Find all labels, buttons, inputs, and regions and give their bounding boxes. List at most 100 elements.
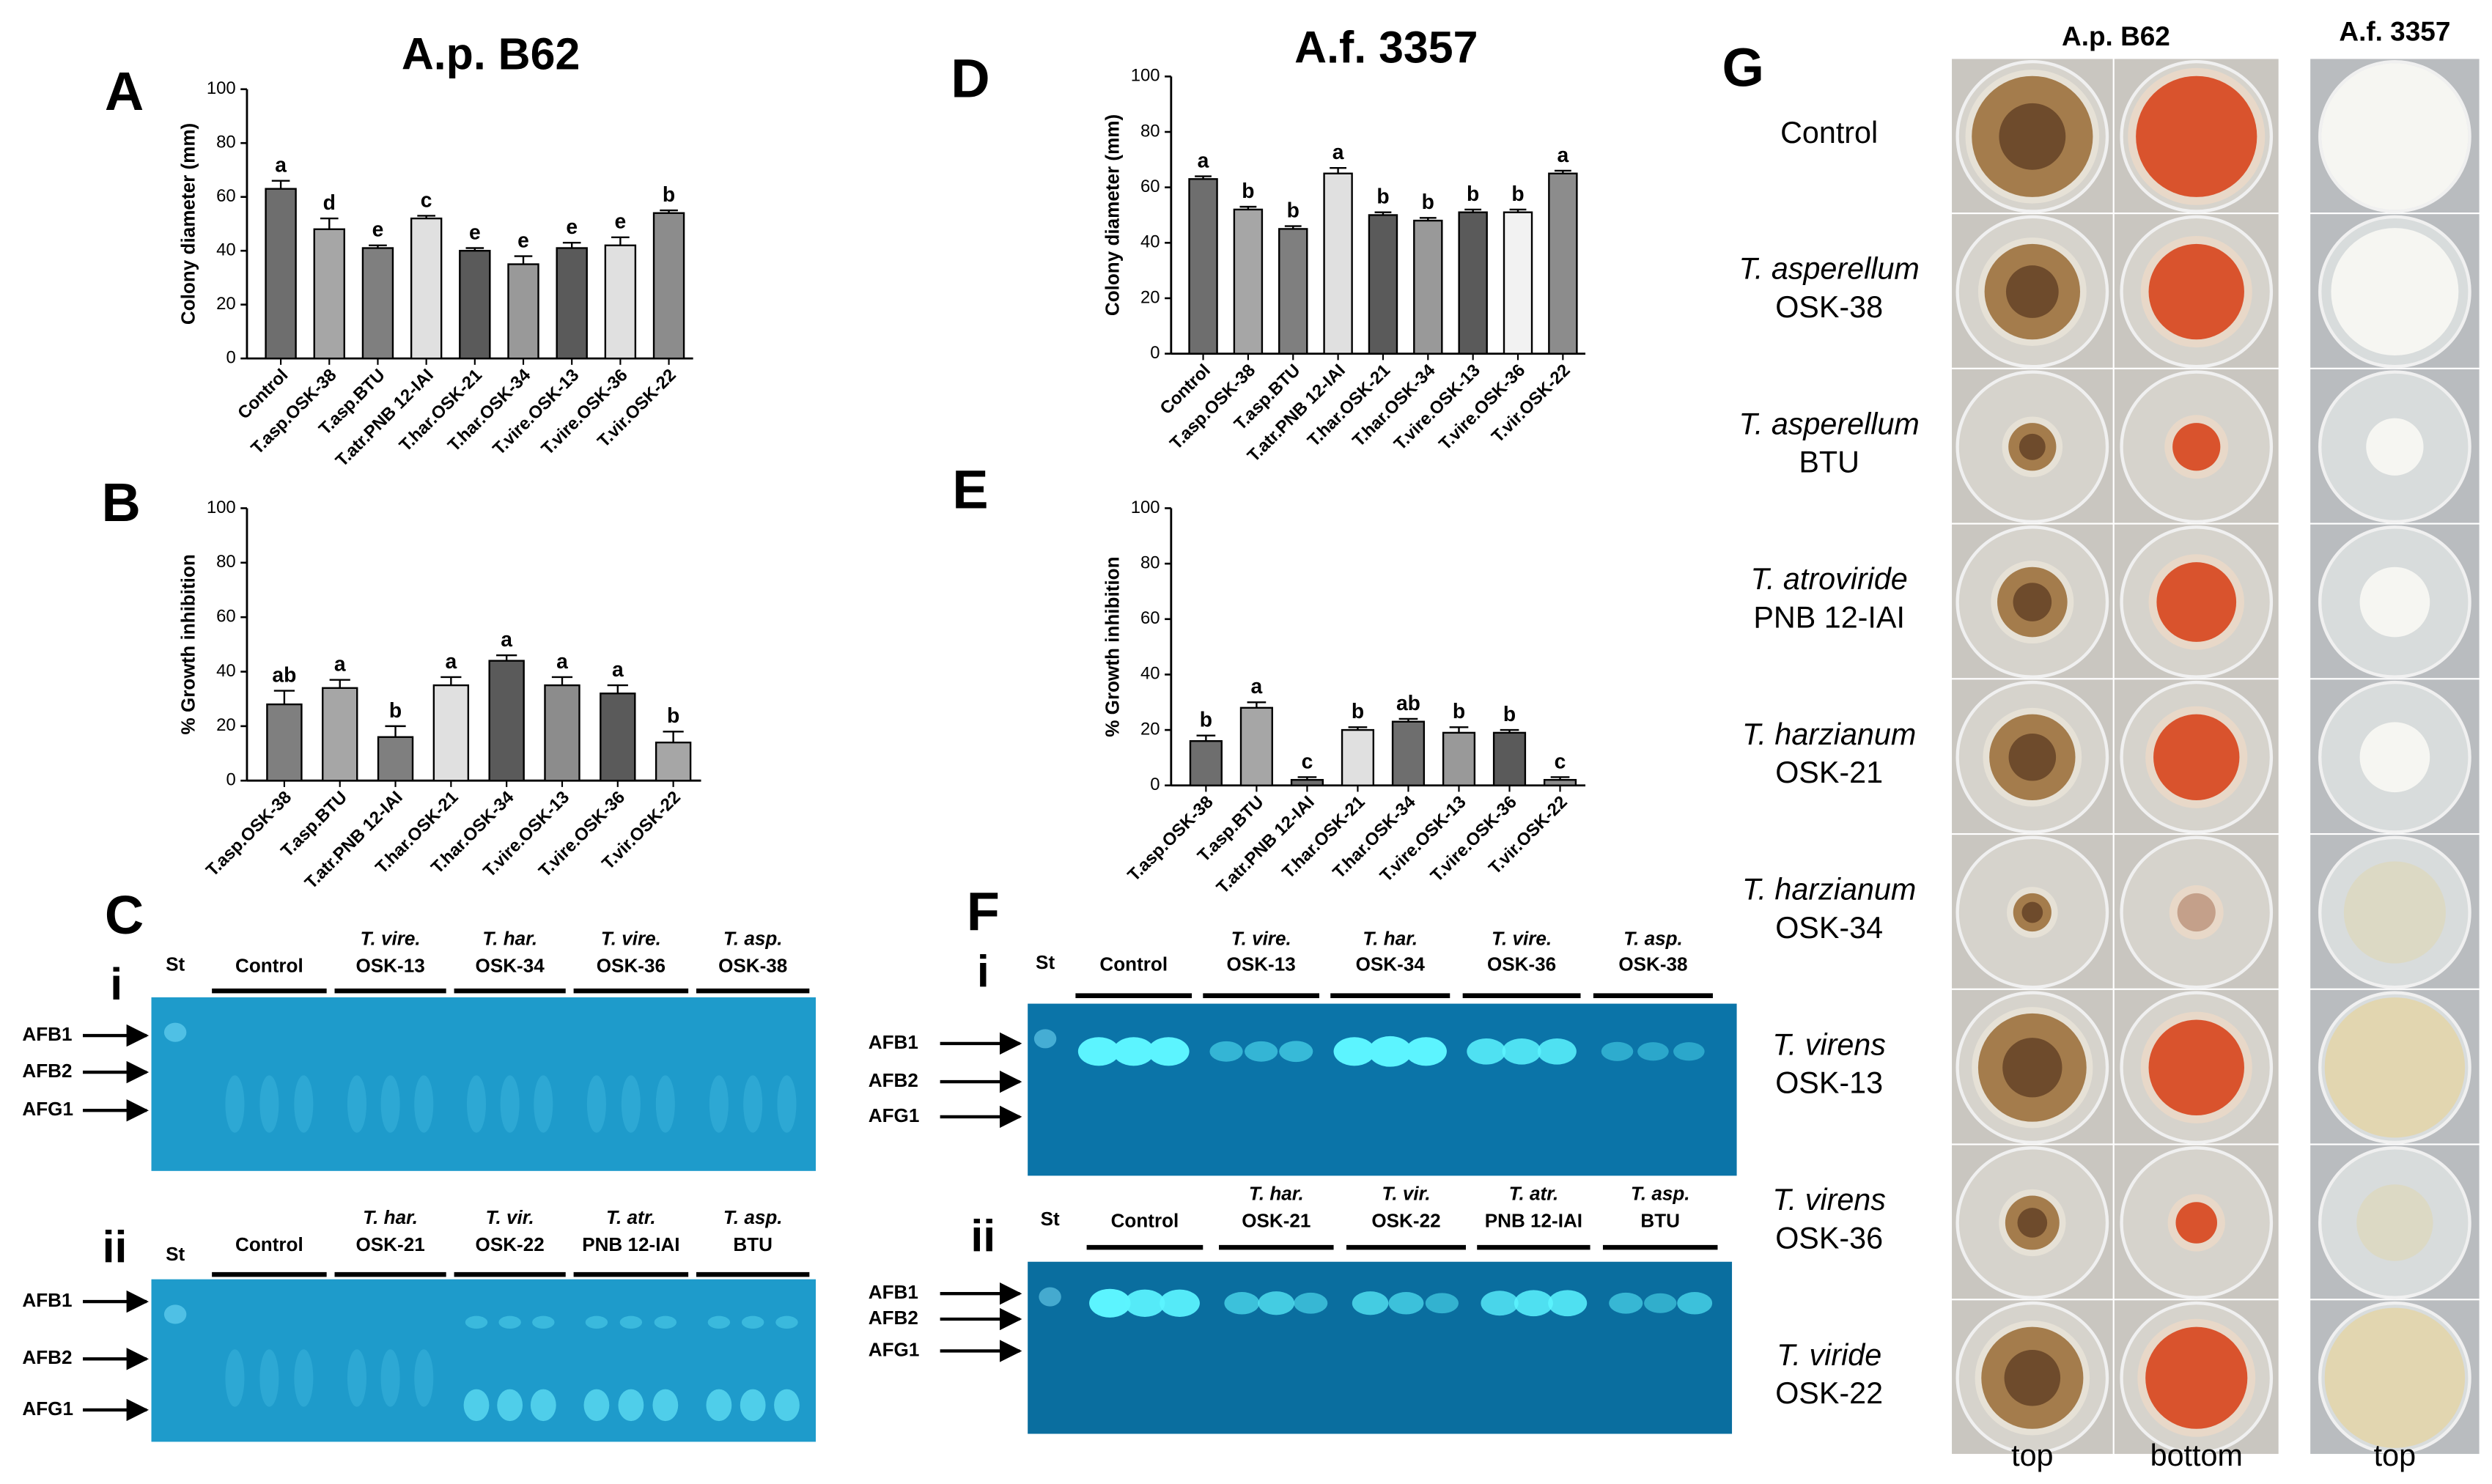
group-label: T. vire.	[1231, 927, 1291, 949]
colony	[2021, 901, 2043, 923]
marker-label: AFB1	[22, 1023, 72, 1045]
spot	[1481, 1291, 1519, 1316]
spot	[294, 1075, 314, 1133]
bar	[604, 244, 637, 360]
marker-label: AFG1	[22, 1398, 73, 1420]
spot	[380, 1075, 400, 1133]
row-label: OSK-21	[1775, 756, 1883, 789]
significance-letter: a	[334, 652, 346, 676]
column-footer: bottom	[2150, 1439, 2243, 1472]
marker-label: AFB1	[869, 1281, 918, 1303]
group-label: T. atr.	[1509, 1182, 1559, 1204]
x-tick-label: T.atr.PNB 12-IAI	[301, 787, 407, 893]
spot	[466, 1075, 487, 1133]
spot	[259, 1075, 279, 1133]
marker-label: AFB1	[869, 1031, 918, 1053]
bar	[1543, 778, 1577, 786]
bar	[488, 660, 525, 782]
blot-label: ii	[103, 1222, 128, 1272]
spot	[775, 1315, 798, 1329]
bar	[1458, 211, 1488, 355]
y-tick-label: 60	[1140, 608, 1160, 628]
colony	[2359, 566, 2430, 638]
bar	[265, 188, 297, 360]
spot	[294, 1349, 314, 1407]
row-label: T. viride	[1777, 1338, 1881, 1372]
colony	[2175, 1202, 2217, 1244]
spot	[774, 1389, 800, 1422]
bar	[556, 247, 588, 360]
y-tick-label: 0	[226, 347, 235, 367]
x-tick-label: T.asp.OSK-38	[202, 787, 295, 880]
spot	[1601, 1041, 1634, 1061]
bar	[1189, 740, 1223, 786]
spot	[1352, 1291, 1389, 1315]
significance-letter: c	[1302, 749, 1313, 772]
spot	[498, 1315, 521, 1329]
group-label: T. asp.	[723, 1206, 783, 1228]
y-tick-label: 20	[216, 294, 236, 314]
colony	[2177, 893, 2216, 932]
spot	[1644, 1293, 1677, 1313]
group-label: T. atr.	[606, 1206, 656, 1228]
y-tick-label: 40	[216, 661, 236, 681]
group-label: OSK-21	[356, 1233, 425, 1255]
colony	[2343, 861, 2446, 964]
spot	[1537, 1038, 1577, 1065]
spot	[707, 1315, 731, 1329]
y-tick-label: 40	[1140, 232, 1160, 252]
colony	[2359, 722, 2430, 793]
y-tick-label: 0	[1150, 343, 1160, 363]
spot	[1148, 1037, 1190, 1066]
spot	[619, 1315, 643, 1329]
colony	[2004, 1349, 2061, 1406]
group-label: Control	[235, 954, 303, 976]
bar	[652, 212, 685, 360]
group-label: T. vire.	[361, 927, 421, 949]
colony	[2008, 733, 2057, 781]
marker-label: AFB2	[22, 1060, 72, 1082]
bar	[432, 684, 470, 782]
y-tick-label: 80	[216, 552, 236, 572]
colony	[2013, 583, 2052, 621]
spot	[1425, 1293, 1459, 1314]
group-label: T. asp.	[1631, 1182, 1690, 1204]
group-label: T. asp.	[1623, 927, 1683, 949]
spot	[654, 1315, 677, 1329]
standard-spot	[1039, 1287, 1061, 1307]
y-axis-label: % Growth inhibition	[177, 554, 199, 734]
y-tick-label: 100	[207, 498, 236, 517]
colony	[1999, 103, 2066, 170]
significance-letter: a	[1198, 148, 1209, 171]
spot	[741, 1315, 764, 1329]
y-tick-label: 40	[1140, 664, 1160, 684]
y-tick-label: 40	[216, 240, 236, 259]
bar	[322, 687, 358, 782]
x-tick-label: T.asp.OSK-38	[247, 365, 340, 458]
colony	[2366, 418, 2424, 476]
row-label: T. harzianum	[1742, 717, 1916, 751]
spot	[1258, 1291, 1295, 1315]
significance-letter: b	[389, 698, 402, 722]
y-tick-label: 20	[1140, 719, 1160, 739]
standard-spot	[163, 1022, 187, 1042]
group-label: OSK-21	[1242, 1209, 1310, 1231]
spot	[743, 1075, 763, 1133]
y-tick-label: 100	[1131, 498, 1160, 517]
marker-label: AFG1	[22, 1098, 73, 1120]
y-tick-label: 20	[216, 715, 236, 735]
colony	[2145, 1326, 2248, 1429]
x-tick-label: T.asp.OSK-38	[1124, 792, 1217, 885]
bar	[1391, 720, 1426, 786]
spot	[709, 1075, 729, 1133]
colony	[2005, 265, 2059, 318]
bar	[655, 741, 692, 782]
spot	[586, 1075, 606, 1133]
y-axis-label: Colony diameter (mm)	[1101, 114, 1123, 316]
colony	[2148, 243, 2244, 340]
spot	[621, 1075, 641, 1133]
y-tick-label: 0	[1150, 775, 1160, 794]
significance-letter: a	[1558, 143, 1569, 166]
group-label: OSK-36	[597, 954, 666, 976]
